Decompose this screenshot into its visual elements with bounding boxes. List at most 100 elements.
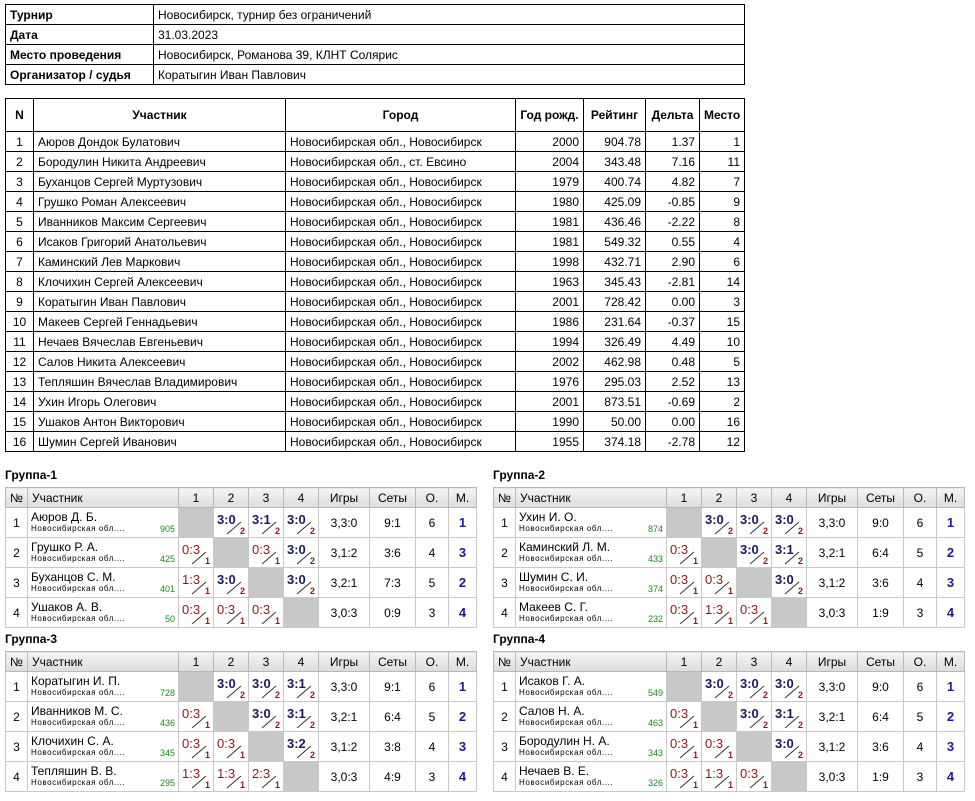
participant-cell: Грушко Роман Алексеевич — [33, 191, 286, 212]
row-number: 1 — [5, 507, 28, 538]
group-row: 2 Каминский Л. М. Новосибирская обл.... 433… — [493, 537, 965, 568]
participant-info: Новосибирская обл.... 326 — [519, 778, 663, 788]
match-points: 1 — [239, 616, 245, 626]
self-cell — [283, 761, 319, 792]
match-score: 0:3 — [670, 736, 689, 751]
match-score: 2:3 — [252, 766, 271, 781]
match-result: 3:0 2 — [248, 701, 284, 732]
participant-row: 14 Ухин Игорь Олегович Новосибирская обл.,… — [5, 391, 745, 412]
participant-cell: Коратыгин Иван Павлович — [33, 291, 286, 312]
participant-cell: -2.78 — [645, 431, 700, 452]
slash — [749, 611, 765, 625]
slash — [714, 581, 730, 595]
match-result: 0:3 1 — [248, 537, 284, 568]
match-points: 2 — [239, 586, 245, 596]
match-points: 1 — [727, 616, 733, 626]
group-row: 3 Бородулин Н. А. Новосибирская обл.... 343… — [493, 731, 965, 762]
match-points: 1 — [204, 616, 210, 626]
group-header: № Участник 1 2 3 4 Игры Сеты О. М. — [5, 651, 477, 672]
participant-name: Аюров Д. Б. — [31, 510, 98, 524]
participant-cell: 400.74 — [583, 171, 646, 192]
participant-cell: -2.81 — [645, 271, 700, 292]
group-column-header: Игры — [318, 651, 370, 672]
match-score: 3:0 — [775, 676, 794, 691]
match-points: 1 — [274, 556, 280, 566]
slash — [296, 551, 312, 565]
participant-cell: 1976 — [515, 371, 584, 392]
slash — [296, 521, 312, 535]
match-result: 3:1 2 — [283, 701, 319, 732]
info-label: Дата — [5, 24, 154, 45]
participant: Бородулин Н. А. Новосибирская обл.... 343 — [515, 731, 667, 762]
info-label: Место проведения — [5, 44, 154, 65]
participant-info: Новосибирская обл.... 50 — [31, 614, 175, 624]
slash — [296, 581, 312, 595]
match-result: 3:0 2 — [771, 507, 807, 538]
games: 3,1:2 — [318, 537, 370, 568]
games: 3,2:1 — [318, 701, 370, 732]
info-value: 31.03.2023 — [153, 24, 745, 45]
participant-cell: 873.51 — [583, 391, 646, 412]
participant-cell: 11 — [5, 331, 34, 352]
participant-name: Тепляшин В. В. — [31, 764, 117, 778]
group-column-header: Игры — [806, 651, 858, 672]
sets: 1:9 — [857, 761, 904, 792]
slash — [296, 715, 312, 729]
slash — [226, 745, 242, 759]
self-cell — [701, 701, 737, 732]
participant-row: 4 Грушко Роман Алексеевич Новосибирская об… — [5, 191, 745, 212]
games: 3,0:3 — [318, 597, 370, 628]
participant-cell: 1 — [699, 131, 745, 152]
participant-cell: 16 — [699, 411, 745, 432]
participant-city: Новосибирская обл.... — [31, 748, 126, 757]
points: 6 — [415, 507, 449, 538]
match-points: 2 — [797, 690, 803, 700]
sets: 9:1 — [369, 671, 416, 702]
row-number: 3 — [493, 567, 516, 598]
participant-cell: Новосибирская обл., Новосибирск — [285, 351, 516, 372]
participant-cell: 13 — [699, 371, 745, 392]
sets: 6:4 — [369, 701, 416, 732]
match-points: 1 — [727, 750, 733, 760]
participant-cell: 0.55 — [645, 231, 700, 252]
match-score: 0:3 — [670, 572, 689, 587]
slash — [191, 775, 207, 789]
slash — [679, 745, 695, 759]
participants-table: N Участник Город Год рожд. Рейтинг Дельта Мест… — [5, 98, 745, 452]
match-points: 2 — [727, 690, 733, 700]
participant-row: 5 Иванников Максим Сергеевич Новосибирская… — [5, 211, 745, 232]
match-score: 0:3 — [670, 706, 689, 721]
match-result: 3:0 2 — [771, 567, 807, 598]
slash — [784, 551, 800, 565]
slash — [679, 775, 695, 789]
match-result: 0:3 1 — [666, 597, 702, 628]
match-score: 0:3 — [670, 602, 689, 617]
match-score: 3:1 — [775, 542, 794, 557]
group-column-header: 4 — [283, 487, 319, 508]
info-table: Турнир Новосибирск, турнир без ограничени… — [5, 4, 745, 85]
match-result: 3:0 2 — [736, 507, 772, 538]
match-result: 3:0 2 — [213, 671, 249, 702]
match-points: 2 — [797, 526, 803, 536]
group-column-header: 3 — [736, 487, 772, 508]
match-score: 3:1 — [287, 676, 306, 691]
match-result: 3:1 2 — [248, 507, 284, 538]
participant-name: Клочихин С. А. — [31, 734, 114, 748]
participant: Буханцов С. М. Новосибирская обл.... 401 — [27, 567, 179, 598]
participant-cell: 2001 — [515, 391, 584, 412]
place: 2 — [448, 567, 477, 598]
participant-city: Новосибирская обл.... — [519, 614, 614, 623]
participant-cell: 2000 — [515, 131, 584, 152]
sets: 9:1 — [369, 507, 416, 538]
participant-cell: Новосибирская обл., Новосибирск — [285, 211, 516, 232]
games: 3,0:3 — [806, 597, 858, 628]
participant-cell: Тепляшин Вячеслав Владимирович — [33, 371, 286, 392]
slash — [261, 715, 277, 729]
info-value: Коратыгин Иван Павлович — [153, 64, 745, 85]
group-row: 3 Шумин С. И. Новосибирская обл.... 374 0:3 1… — [493, 567, 965, 598]
participant-row: 1 Аюров Дондок Булатович Новосибирская обл… — [5, 131, 745, 152]
participant-rating: 728 — [159, 688, 175, 698]
match-points: 1 — [204, 586, 210, 596]
group-column-header: М. — [936, 651, 965, 672]
